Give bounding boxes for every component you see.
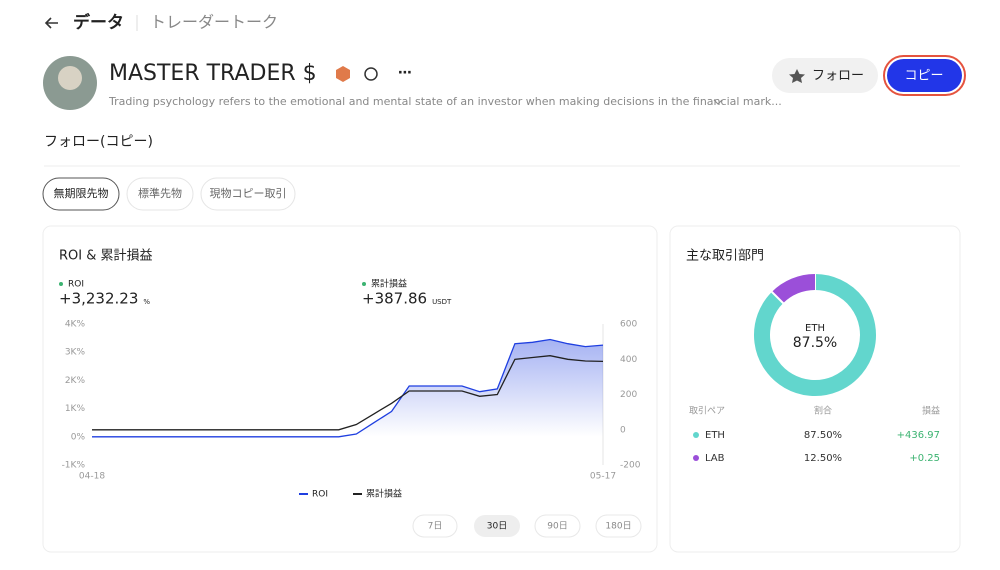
y-tick-label: 2K%: [65, 376, 86, 386]
x-tick-label: 04-18: [79, 472, 105, 482]
segment-gap: [770, 290, 785, 305]
metric-label: 累計損益: [371, 278, 407, 290]
range-label: 180日: [605, 521, 631, 532]
more-icon[interactable]: ⋯: [398, 65, 412, 81]
roi-area: [92, 339, 603, 437]
avatar-face: [58, 66, 82, 90]
y-tick-label: 4K%: [65, 320, 86, 330]
x-tick-label: 05-17: [590, 472, 616, 482]
row-dot: [693, 432, 699, 438]
range-button[interactable]: 30日: [474, 515, 520, 537]
table-cell: 87.50%: [804, 430, 842, 441]
metric-unit: USDT: [432, 298, 452, 306]
filter-chip[interactable]: 無期限先物: [42, 177, 120, 211]
metric-dot: [362, 282, 366, 286]
table-cell: +436.97: [897, 430, 940, 441]
metric-value: +3,232.23: [59, 290, 138, 308]
chip-bg: [126, 177, 194, 211]
page-title: データ: [73, 12, 124, 33]
center-label: ETH: [805, 323, 825, 334]
chip-bg: [200, 177, 296, 211]
range-label: 90日: [547, 521, 567, 532]
metric-label: ROI: [68, 280, 84, 290]
range-button[interactable]: 180日: [595, 514, 642, 538]
table-cell: 12.50%: [804, 453, 842, 464]
roi-card: [42, 225, 658, 553]
table-header: 割合: [814, 405, 832, 417]
center-value: 87.5%: [793, 335, 837, 351]
series-line: [92, 355, 604, 431]
roi-title: ROI & 累計損益: [59, 248, 153, 264]
expand-icon[interactable]: [713, 99, 723, 105]
chip-label: 無期限先物: [54, 186, 109, 200]
copy-label: コピー: [904, 69, 943, 84]
donut-segment: [771, 274, 816, 304]
follow-label: フォロー: [812, 69, 864, 84]
section-title: フォロー(コピー): [44, 134, 153, 150]
legend-label: 累計損益: [366, 488, 402, 500]
table-header: 損益: [922, 405, 940, 417]
back-icon[interactable]: [44, 17, 58, 29]
chip-label: 標準先物: [138, 186, 182, 200]
range-label: 30日: [487, 521, 507, 532]
y2-tick-label: 200: [620, 390, 637, 400]
y-tick-label: 3K%: [65, 348, 86, 358]
y2-tick-label: -200: [620, 461, 641, 471]
badge-icon: [336, 66, 350, 82]
row-dot: [693, 455, 699, 461]
range-bg: [412, 514, 458, 538]
bio: Trading psychology refers to the emotion…: [108, 95, 782, 108]
filters: 無期限先物 標準先物 現物コピー取引: [42, 177, 296, 211]
metric-dot: [59, 282, 63, 286]
trader-name: MASTER TRADER $: [109, 61, 317, 86]
y2-tick-label: 400: [620, 355, 637, 365]
range-bg: [534, 514, 581, 538]
filter-chip[interactable]: 標準先物: [126, 177, 194, 211]
legend-label: ROI: [312, 490, 328, 500]
pairs-title: 主な取引部門: [686, 249, 764, 264]
range-label: 7日: [428, 521, 443, 532]
metric-unit: %: [143, 298, 150, 306]
chip-label: 現物コピー取引: [210, 186, 287, 200]
y2-tick-label: 600: [620, 320, 637, 330]
range-bg: [474, 515, 520, 537]
y-tick-label: -1K%: [62, 461, 86, 471]
y2-tick-label: 0: [620, 425, 626, 435]
verify-icon[interactable]: [364, 67, 378, 81]
tab[interactable]: トレーダートーク: [150, 13, 278, 32]
table-cell: ETH: [705, 430, 725, 441]
copy-button[interactable]: コピー: [883, 55, 966, 96]
follow-button[interactable]: フォロー: [772, 58, 878, 93]
table-cell: +0.25: [909, 453, 940, 464]
table-cell: LAB: [705, 453, 725, 464]
range-button[interactable]: 7日: [412, 514, 458, 538]
range-button[interactable]: 90日: [534, 514, 581, 538]
metric-value: +387.86: [362, 290, 427, 308]
y-tick-label: 0%: [71, 432, 86, 442]
y-tick-label: 1K%: [65, 404, 86, 414]
roi-chart: ROI+3,232.23 %累計損益+387.86 USDT-1K%0%1K%2K%…: [59, 278, 642, 538]
range-bg: [595, 514, 642, 538]
filter-chip[interactable]: 現物コピー取引: [200, 177, 296, 211]
series-line: [92, 338, 604, 438]
table-header: 取引ペア: [689, 406, 725, 417]
chip-bg: [42, 177, 120, 211]
donut-segment: [754, 274, 876, 396]
